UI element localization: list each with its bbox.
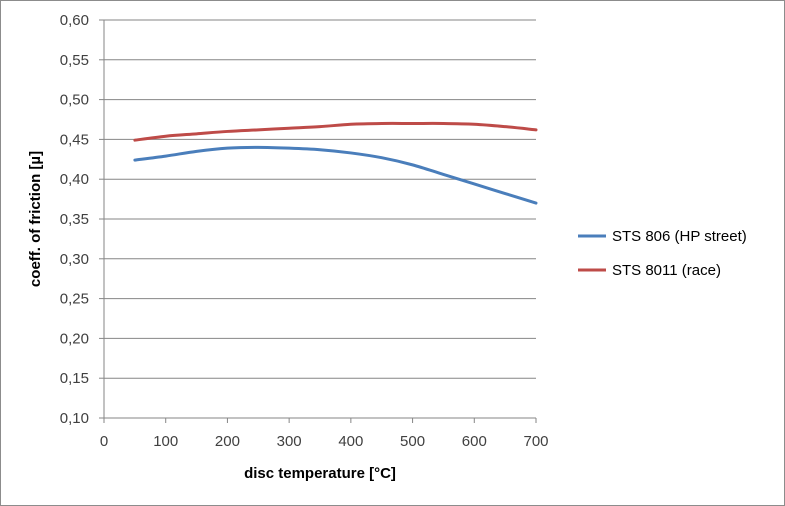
y-tick-label: 0,30 [60,251,89,268]
y-tick-label: 0,55 [60,52,89,69]
x-tick-label: 100 [153,433,178,450]
legend-label-sts8011: STS 8011 (race) [612,262,721,279]
y-tick-label: 0,35 [60,211,89,228]
x-tick-label: 500 [400,433,425,450]
series-lines [133,121,538,205]
x-tick-label: 200 [215,433,240,450]
y-tick-label: 0,60 [60,12,89,29]
x-tick-label: 700 [523,433,548,450]
y-tick-label: 0,45 [60,131,89,148]
x-tick-label: 300 [277,433,302,450]
x-tick-label: 0 [100,433,108,450]
x-tick-label: 400 [338,433,363,450]
y-tick-label: 0,10 [60,410,89,427]
x-axis-title: disc temperature [°C] [244,465,396,482]
y-tick-label: 0,40 [60,171,89,188]
series-line-0 [133,145,538,205]
y-tick-label: 0,50 [60,92,89,109]
legend: STS 806 (HP street) STS 8011 (race) [578,228,747,279]
y-tick-label: 0,15 [60,370,89,387]
y-tick-label: 0,25 [60,291,89,308]
x-axis-ticks: 0 100 200 300 400 500 600 700 [100,418,549,450]
y-tick-label: 0,20 [60,330,89,347]
y-axis-title: coeff. of friction [µ] [27,151,44,287]
y-axis-ticks: 0,10 0,15 0,20 0,25 0,30 0,35 0,40 0,45 0,50 0,55… [60,12,104,427]
x-tick-label: 600 [462,433,487,450]
legend-label-sts806: STS 806 (HP street) [612,228,747,245]
gridlines [104,19,536,379]
series-line-1 [133,121,538,142]
